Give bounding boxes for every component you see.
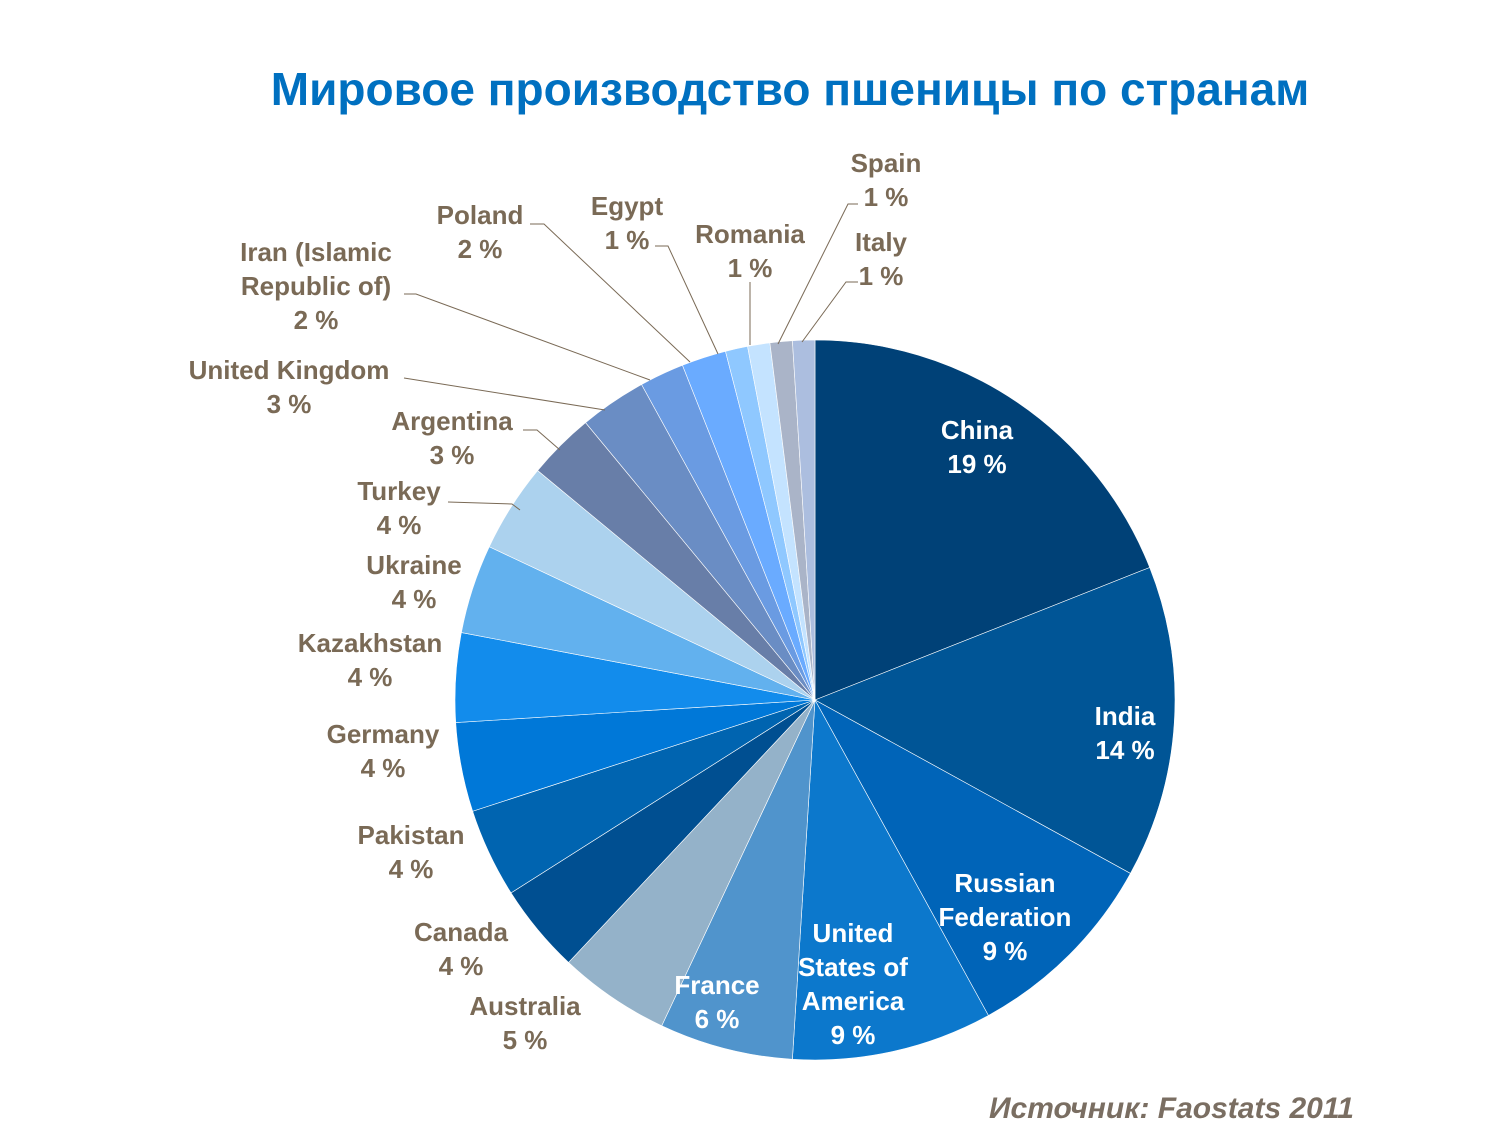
chart-title: Мировое производство пшеницы по странам xyxy=(270,63,1310,115)
leader-line xyxy=(655,245,719,355)
data-label: Germany 4 % xyxy=(327,719,440,783)
data-label: Russian Federation 9 % xyxy=(939,868,1072,966)
pie-slice-russian-federation xyxy=(814,699,1131,1016)
pie-slice-india xyxy=(814,567,1176,874)
data-label: Turkey 4 % xyxy=(357,476,441,540)
pie-slice-china xyxy=(814,339,1151,701)
leader-line xyxy=(404,293,651,381)
data-label: India 14 % xyxy=(1095,701,1156,765)
leader-line xyxy=(523,429,561,451)
data-label: Argentina 3 % xyxy=(391,406,513,470)
data-label: Pakistan 4 % xyxy=(358,820,465,884)
data-label: Spain 1 % xyxy=(851,148,922,212)
pie-slice-united-states-of-america xyxy=(792,698,989,1061)
data-label: Poland 2 % xyxy=(437,200,524,264)
leader-line xyxy=(403,377,606,411)
leader-line xyxy=(530,223,691,363)
data-label: China 19 % xyxy=(941,415,1014,479)
data-label: Australia 5 % xyxy=(469,991,581,1055)
leader-line xyxy=(447,501,521,511)
data-label: Egypt 1 % xyxy=(591,191,664,255)
leader-line xyxy=(801,281,858,343)
source-note: Источник: Faostats 2011 xyxy=(988,1092,1354,1125)
data-label: Iran (Islamic Republic of) 2 % xyxy=(240,237,392,335)
data-label: Kazakhstan 4 % xyxy=(298,628,443,692)
data-label: Romania 1 % xyxy=(695,219,805,283)
data-label: United Kingdom 3 % xyxy=(189,355,390,419)
leader-line xyxy=(777,203,858,345)
data-label: United States of America 9 % xyxy=(798,918,908,1050)
pie-slice-france xyxy=(661,699,816,1060)
data-label: France 6 % xyxy=(674,970,759,1034)
data-label: Canada 4 % xyxy=(414,917,508,981)
data-label: Ukraine 4 % xyxy=(366,550,461,614)
data-label: Italy 1 % xyxy=(855,227,908,291)
